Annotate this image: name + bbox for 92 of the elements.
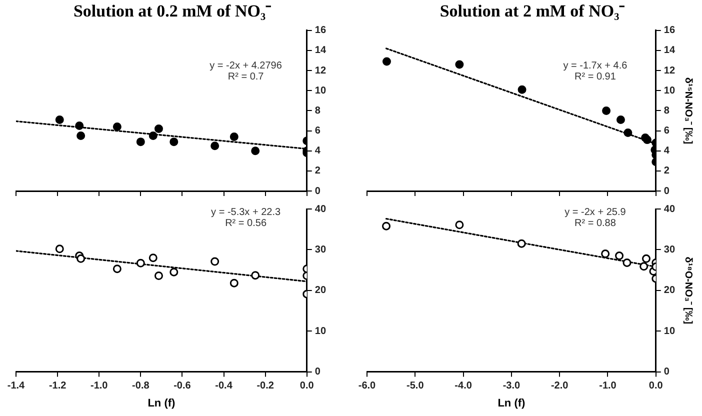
y-tick-label: 6 — [664, 126, 670, 137]
y-tick-label: 8 — [314, 105, 321, 116]
point — [75, 122, 84, 130]
point — [601, 250, 610, 258]
x-tick-label: -0.8 — [132, 380, 150, 392]
point — [170, 138, 178, 146]
y-tick-label: 16 — [664, 25, 676, 36]
annotation: y = -5.3x + 22.3 — [211, 207, 281, 218]
x-tick-label: -0.2 — [256, 380, 274, 392]
chart-title: Solution at 2 mM of NO₃⁻ — [440, 2, 626, 21]
point — [148, 132, 158, 140]
y-tick-label: 30 — [314, 244, 326, 256]
y-tick-label: 12 — [314, 65, 326, 76]
point — [148, 254, 158, 262]
x-tick-label: -1.2 — [48, 380, 67, 392]
y-tick-label: 40 — [664, 204, 676, 215]
y-tick-label: 10 — [664, 326, 676, 337]
chart-title: Solution at 0.2 mM of NO₃⁻ — [73, 2, 272, 21]
x-axis-title: Ln (f) — [148, 397, 176, 410]
y-tick-label: 12 — [664, 65, 676, 76]
point — [640, 262, 648, 271]
x-tick-label: -5.0 — [406, 380, 424, 392]
y-tick-label: 6 — [314, 126, 321, 137]
x-tick-label: -1.0 — [90, 380, 108, 392]
point — [76, 132, 86, 140]
y-tick-label: 4 — [314, 146, 321, 157]
x-tick-label: -4.0 — [454, 380, 472, 392]
point — [170, 268, 178, 276]
point — [455, 60, 464, 69]
point — [55, 115, 64, 124]
point — [76, 254, 86, 263]
point — [230, 278, 238, 288]
point — [112, 264, 122, 274]
y-tick-label: 0 — [664, 366, 670, 378]
point — [382, 222, 391, 230]
annotation: y = -1.7x + 4.6 — [563, 60, 628, 72]
point — [210, 257, 220, 266]
x-tick-label: 0.0 — [648, 380, 664, 392]
y-tick-label: 0 — [314, 366, 321, 378]
y-tick-label: 10 — [664, 85, 676, 96]
point — [616, 115, 625, 124]
point — [518, 85, 526, 94]
y-tick-label: 20 — [664, 285, 676, 296]
point — [382, 57, 391, 66]
point — [230, 132, 238, 142]
point — [622, 258, 632, 267]
annotation: y = -2x + 25.9 — [564, 207, 626, 218]
y-tick-label: 16 — [314, 25, 326, 36]
y-tick-label: 0 — [664, 186, 670, 197]
y-axis-title: δ¹⁸O-NO₃⁻ [‰] — [682, 256, 694, 324]
y-tick-label: 14 — [664, 45, 676, 56]
x-tick-label: -2.0 — [550, 380, 569, 392]
x-tick-label: -0.4 — [215, 380, 233, 392]
point — [154, 272, 163, 280]
y-tick-label: 14 — [314, 45, 326, 56]
annotation: R² = 0.7 — [228, 71, 264, 82]
point — [624, 128, 632, 138]
point — [154, 124, 163, 134]
x-tick-label: -0.6 — [174, 380, 192, 392]
x-tick-label: -1.4 — [7, 380, 26, 392]
annotation: R² = 0.91 — [574, 71, 616, 82]
annotation: R² = 0.56 — [225, 218, 267, 229]
y-tick-label: 4 — [664, 146, 670, 157]
y-tick-label: 2 — [664, 166, 670, 177]
annotation: y = -2x + 4.2796 — [210, 60, 282, 72]
x-tick-label: 0.0 — [300, 380, 314, 392]
point — [136, 258, 145, 268]
point — [251, 271, 260, 280]
x-tick-label: -1.0 — [599, 380, 617, 392]
y-tick-label: 20 — [314, 285, 326, 296]
y-tick-label: 10 — [314, 326, 326, 337]
y-tick-label: 30 — [664, 244, 676, 256]
point — [615, 252, 624, 260]
y-tick-label: 0 — [314, 186, 321, 197]
point — [112, 122, 122, 132]
y-tick-label: 2 — [314, 166, 321, 177]
annotation: R² = 0.88 — [574, 218, 616, 229]
point — [455, 220, 464, 230]
point — [210, 142, 220, 150]
point — [55, 244, 64, 254]
y-tick-label: 8 — [664, 105, 670, 116]
point — [517, 239, 526, 248]
point — [602, 106, 611, 115]
y-axis-title: δ¹⁵N-NO₃⁻ [‰] — [682, 77, 694, 144]
point — [136, 138, 145, 146]
x-tick-label: -6.0 — [358, 380, 376, 392]
y-tick-label: 10 — [314, 85, 326, 96]
point — [642, 254, 650, 263]
x-tick-label: -3.0 — [502, 380, 520, 392]
y-tick-label: 40 — [314, 204, 326, 215]
point — [251, 146, 260, 156]
x-axis-title: Ln (f) — [498, 397, 526, 410]
